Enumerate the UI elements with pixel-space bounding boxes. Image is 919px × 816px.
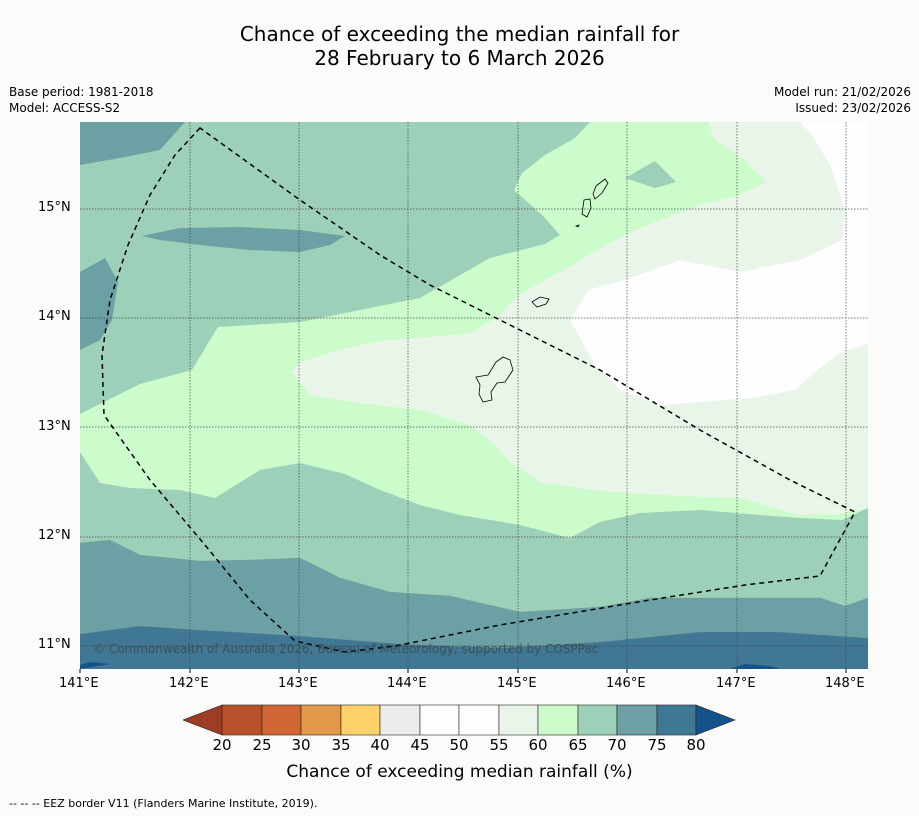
island-rota <box>531 296 550 308</box>
meta-right: Model run: 21/02/2026 Issued: 23/02/2026 <box>774 84 911 116</box>
lat-label: 12°N <box>38 528 71 543</box>
colorbar-tick: 50 <box>449 736 469 754</box>
colorbar-segment <box>537 704 579 736</box>
colorbar-tick: 25 <box>252 736 272 754</box>
colorbar-segment <box>656 704 697 736</box>
colorbar-title: Chance of exceeding median rainfall (%) <box>286 762 633 782</box>
colorbar-segment <box>577 704 618 736</box>
colorbar-arrow-low <box>183 704 223 736</box>
colorbar-segment <box>300 704 342 736</box>
contour-45-55 <box>570 122 868 405</box>
title-line-2: 28 February to 6 March 2026 <box>314 46 605 70</box>
contour-70-75-west <box>80 258 118 350</box>
rainfall-map <box>79 122 868 673</box>
colorbar-tick: 35 <box>331 736 351 754</box>
colorbar-segment <box>221 704 263 736</box>
colorbar-tick: 55 <box>489 736 509 754</box>
lon-label: 148°E <box>825 676 865 691</box>
colorbar-tick: 80 <box>686 736 706 754</box>
lon-label: 144°E <box>387 676 427 691</box>
gridlines <box>80 122 868 669</box>
lat-label: 14°N <box>38 309 71 324</box>
colorbar-segment <box>458 704 500 736</box>
lon-label: 143°E <box>278 676 318 691</box>
colorbar-tick: 65 <box>568 736 588 754</box>
contour-70-75-nw <box>80 122 185 165</box>
lon-label: 142°E <box>169 676 209 691</box>
lat-label: 13°N <box>38 419 71 434</box>
footer-legend: -- -- -- EEZ border V11 (Flanders Marine… <box>9 797 318 810</box>
colorbar-tick: 60 <box>528 736 548 754</box>
lon-label: 141°E <box>59 676 99 691</box>
contour-layers <box>80 122 868 669</box>
model-name: Model: ACCESS-S2 <box>9 101 121 115</box>
colorbar-arrow-high <box>695 704 736 736</box>
colorbar-segment <box>340 704 381 736</box>
colorbar-tick: 75 <box>647 736 667 754</box>
colorbar-segment <box>261 704 302 736</box>
colorbar-tick: 20 <box>212 736 232 754</box>
island-tinian <box>581 198 592 218</box>
lon-label: 145°E <box>497 676 537 691</box>
base-period: Base period: 1981-2018 <box>9 85 154 99</box>
contour-65-70-ne <box>625 161 676 188</box>
axis-ticks <box>79 669 847 673</box>
issued-date: Issued: 23/02/2026 <box>795 101 911 115</box>
lat-label: 15°N <box>38 200 71 215</box>
lat-label: 11°N <box>38 637 71 652</box>
colorbar-tick: 40 <box>370 736 390 754</box>
chart-title: Chance of exceeding the median rainfall … <box>0 22 919 70</box>
colorbar <box>183 704 736 736</box>
title-line-1: Chance of exceeding the median rainfall … <box>239 22 680 46</box>
colorbar-tick: 45 <box>410 736 430 754</box>
meta-left: Base period: 1981-2018 Model: ACCESS-S2 <box>9 84 154 116</box>
colorbar-segment <box>419 704 460 736</box>
colorbar-segment <box>616 704 658 736</box>
island-guam <box>475 356 514 403</box>
lon-label: 146°E <box>606 676 646 691</box>
colorbar-tick: 70 <box>607 736 627 754</box>
island-saipan <box>592 178 609 200</box>
colorbar-segment <box>498 704 539 736</box>
lon-label: 147°E <box>716 676 756 691</box>
copyright-text: © Commonwealth of Australia 2026, Bureau… <box>93 642 599 656</box>
islands <box>475 178 609 403</box>
colorbar-segment <box>379 704 421 736</box>
island-aguijan <box>574 224 580 228</box>
contour-70-75-band <box>142 227 345 252</box>
model-run: Model run: 21/02/2026 <box>773 85 911 99</box>
colorbar-tick: 30 <box>291 736 311 754</box>
